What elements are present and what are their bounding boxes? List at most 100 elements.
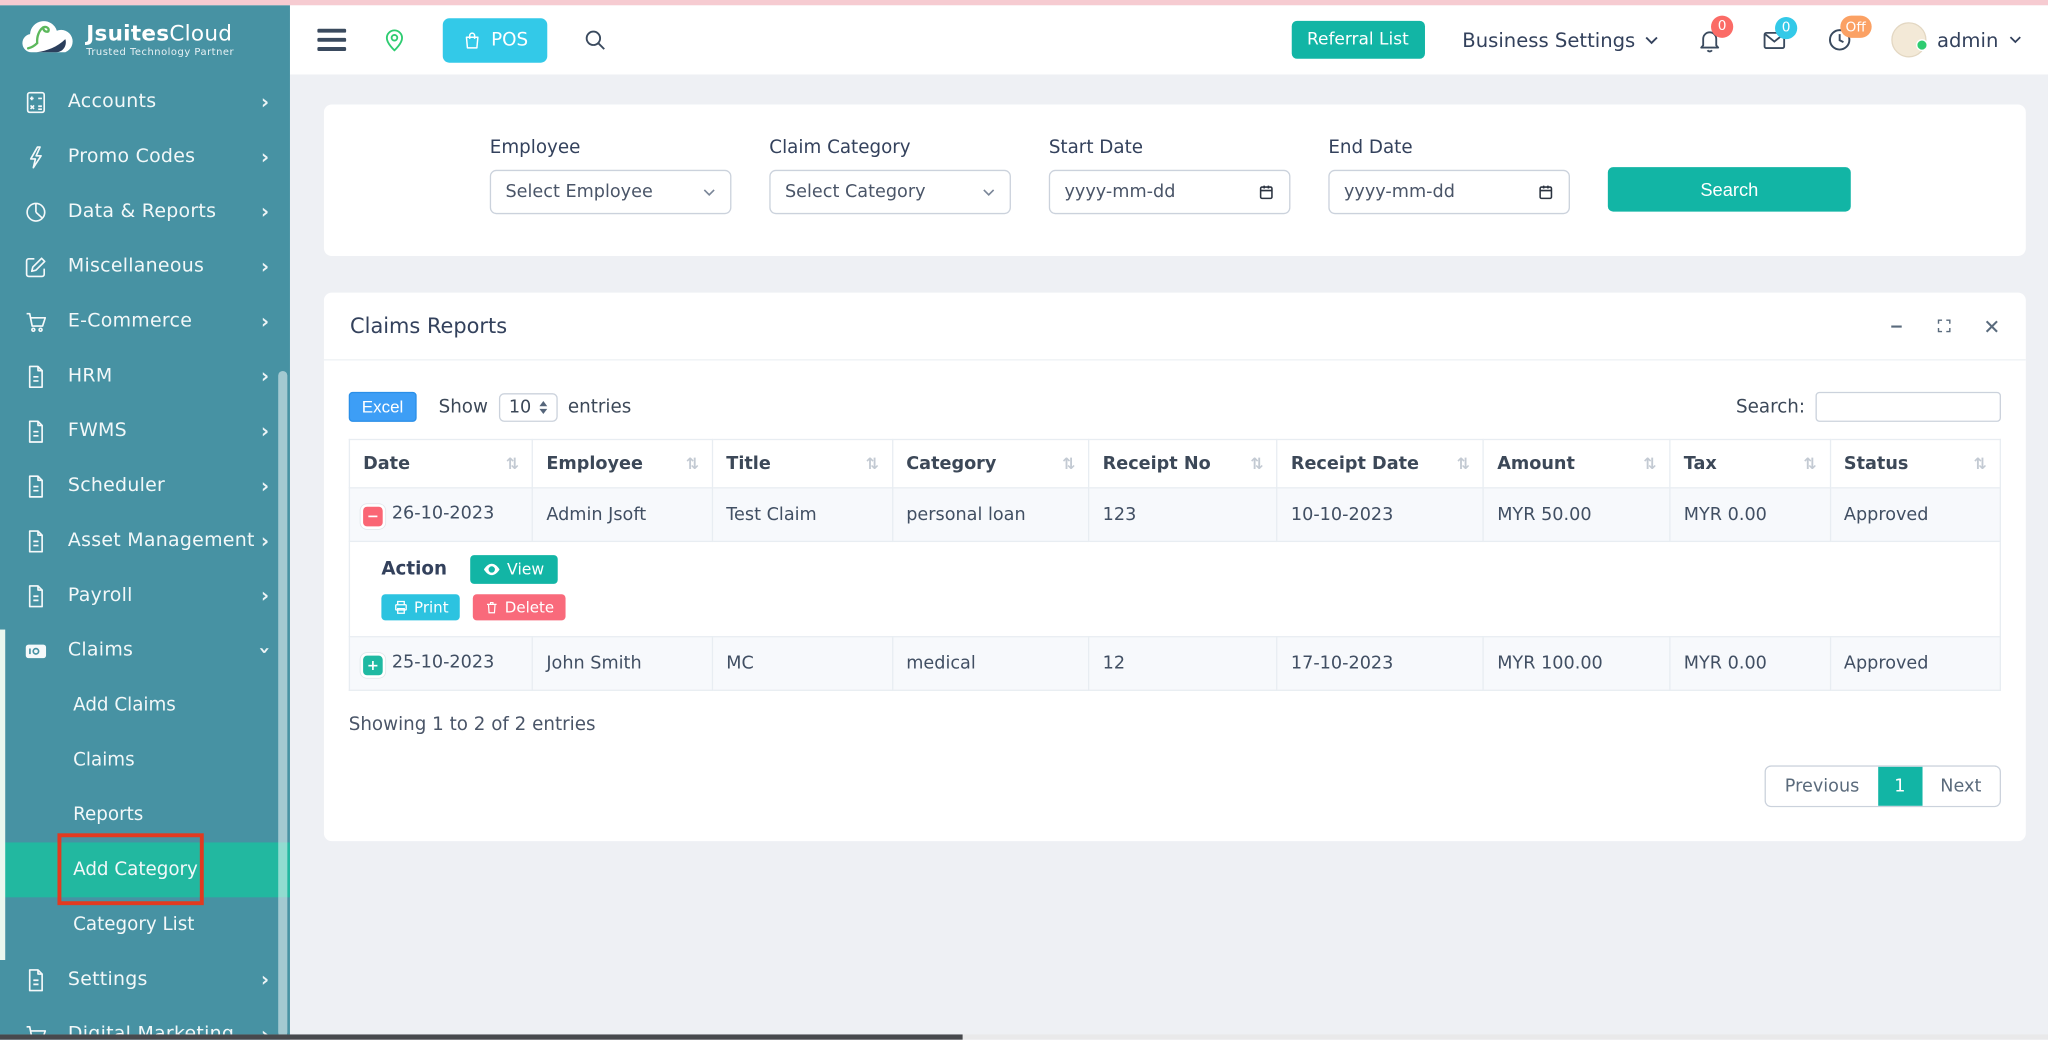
employee-label: Employee [489, 137, 581, 159]
mail-badge: 0 [1775, 16, 1798, 39]
notifications-bell[interactable]: 0 [1697, 15, 1734, 54]
sidebar-subitem-category-list[interactable]: Category List [0, 897, 290, 952]
sidebar-item-label: Promo Codes [67, 146, 196, 168]
sidebar-item-scheduler[interactable]: Scheduler › [0, 458, 290, 513]
col-header-category[interactable]: Category ⇅ [891, 438, 1090, 489]
bell-badge: 0 [1711, 15, 1734, 38]
sidebar-subitem-claims[interactable]: Claims [0, 733, 290, 788]
bag-icon [462, 29, 482, 50]
sidebar-item-label: Payroll [67, 585, 133, 607]
sidebar: JsuitesCloud Trusted Technology Partner … [0, 5, 290, 1040]
cell-amount: MYR 100.00 [1482, 636, 1671, 691]
collapse-icon[interactable] [1889, 318, 1905, 334]
sidebar-item-payroll[interactable]: Payroll › [0, 568, 290, 623]
close-icon[interactable] [1984, 318, 2000, 334]
end-date-input[interactable]: yyyy-mm-dd [1328, 169, 1570, 215]
chevron-right-icon: › [260, 309, 270, 334]
current-page-button[interactable]: 1 [1877, 766, 1923, 806]
sidebar-item-ecommerce[interactable]: E-Commerce › [0, 294, 290, 349]
pagination: Previous 1 Next [1765, 765, 2001, 808]
col-header-date[interactable]: Date ⇅ [348, 438, 534, 489]
col-header-tax[interactable]: Tax ⇅ [1669, 438, 1831, 489]
sidebar-item-label: Miscellaneous [67, 255, 205, 277]
chevron-right-icon: › [260, 583, 270, 608]
hamburger-menu-icon[interactable] [317, 28, 347, 51]
filter-panel: Employee Select Employee Claim Category … [323, 104, 2026, 256]
logo[interactable]: JsuitesCloud Trusted Technology Partner [0, 5, 290, 74]
end-date-label: End Date [1328, 137, 1413, 159]
sidebar-item-settings[interactable]: Settings › [0, 952, 290, 1007]
collapse-row-icon[interactable]: − [363, 506, 383, 527]
cell-employee: Admin Jsoft [531, 487, 714, 543]
edit-icon [24, 254, 49, 279]
next-page-button[interactable]: Next [1922, 766, 2000, 806]
search-button[interactable]: Search [1607, 167, 1851, 212]
sidebar-item-asset-management[interactable]: Asset Management › [0, 513, 290, 568]
col-header-receipt-date[interactable]: Receipt Date ⇅ [1276, 438, 1485, 489]
col-header-status[interactable]: Status ⇅ [1829, 438, 2001, 489]
start-date-input[interactable]: yyyy-mm-dd [1048, 169, 1291, 215]
sidebar-subitem-add-claims[interactable]: Add Claims [0, 678, 290, 733]
sidebar-item-label: Scheduler [67, 475, 166, 497]
table-header-row: Date ⇅ Employee ⇅ Title ⇅ Category ⇅ Receipt… [348, 438, 2001, 489]
sort-icon: ⇅ [505, 454, 519, 473]
subitem-label: Reports [73, 804, 144, 826]
table-search-input[interactable] [1815, 391, 2001, 422]
messages[interactable]: 0 [1761, 16, 1798, 53]
referral-list-button[interactable]: Referral List [1291, 20, 1425, 59]
location-pin-icon[interactable] [381, 25, 407, 54]
page-length-value: 10 [508, 396, 532, 418]
cell-tax: MYR 0.00 [1669, 636, 1831, 691]
col-header-employee[interactable]: Employee ⇅ [531, 438, 714, 489]
business-settings-dropdown[interactable]: Business Settings [1462, 28, 1658, 52]
sidebar-item-promo-codes[interactable]: Promo Codes › [0, 129, 290, 184]
printer-icon [395, 600, 407, 614]
trash-icon [487, 601, 498, 614]
pos-button[interactable]: POS [442, 17, 548, 63]
sidebar-item-claims[interactable]: Claims › [0, 623, 290, 678]
chevron-down-icon [703, 188, 715, 196]
clock-status[interactable]: Off [1826, 15, 1872, 53]
sidebar-left-strip [0, 629, 6, 960]
previous-page-button[interactable]: Previous [1766, 766, 1878, 806]
employee-select[interactable]: Select Employee [489, 169, 732, 215]
cell-amount: MYR 50.00 [1482, 487, 1671, 543]
expand-row-icon[interactable]: + [363, 655, 383, 676]
sort-icon: ⇅ [1973, 454, 1987, 473]
table-row: +25-10-2023 John Smith MC medical 12 17-… [348, 636, 2001, 691]
search-icon[interactable] [583, 27, 608, 52]
cell-category: personal loan [891, 487, 1090, 543]
page-length-select[interactable]: 10 [498, 392, 558, 422]
sidebar-item-data-reports[interactable]: Data & Reports › [0, 184, 290, 239]
horizontal-scrollbar[interactable] [0, 1034, 2048, 1040]
sidebar-item-accounts[interactable]: Accounts › [0, 74, 290, 129]
claim-category-select[interactable]: Select Category [769, 169, 1011, 215]
online-status-dot [1916, 39, 1928, 51]
fullscreen-icon[interactable] [1936, 317, 1953, 334]
sidebar-item-miscellaneous[interactable]: Miscellaneous › [0, 239, 290, 294]
chevron-down-icon [2009, 36, 2021, 44]
cell-receipt-date: 17-10-2023 [1276, 636, 1485, 691]
sidebar-item-fwms[interactable]: FWMS › [0, 404, 290, 459]
chevron-down-icon [1645, 36, 1658, 44]
print-button[interactable]: Print [381, 594, 461, 621]
scrollbar-thumb[interactable] [0, 1034, 963, 1040]
table-search-label: Search: [1736, 396, 1806, 418]
sidebar-subitem-reports[interactable]: Reports [0, 788, 290, 843]
user-menu[interactable]: admin [1891, 22, 2022, 58]
sidebar-scrollbar[interactable] [278, 370, 288, 1038]
sidebar-subitem-add-category[interactable]: Add Category [0, 833, 290, 906]
col-header-receipt-no[interactable]: Receipt No ⇅ [1088, 438, 1278, 489]
delete-button[interactable]: Delete [473, 594, 566, 621]
chevron-right-icon: › [260, 474, 270, 498]
excel-export-button[interactable]: Excel [348, 391, 417, 422]
sidebar-item-hrm[interactable]: HRM › [0, 349, 290, 404]
sort-icon: ⇅ [1803, 454, 1817, 473]
view-button[interactable]: View [470, 555, 558, 584]
cell-receipt-date: 10-10-2023 [1276, 487, 1485, 543]
col-header-amount[interactable]: Amount ⇅ [1482, 438, 1671, 489]
money-icon [24, 638, 49, 663]
document-icon [24, 528, 49, 553]
logo-subtitle: Trusted Technology Partner [86, 46, 235, 58]
col-header-title[interactable]: Title ⇅ [711, 438, 894, 489]
